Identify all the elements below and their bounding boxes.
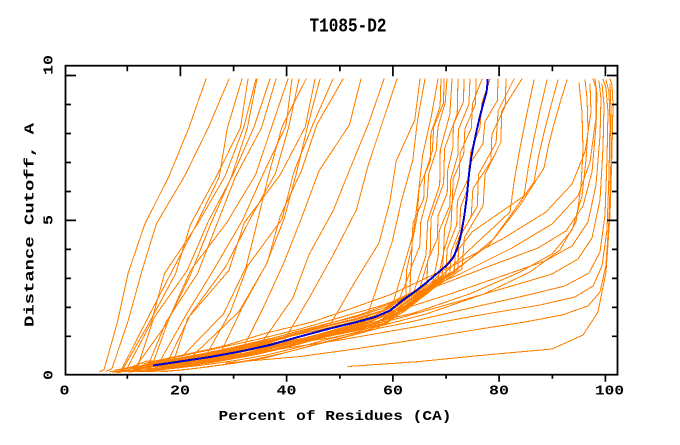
svg-text:80: 80 bbox=[489, 384, 509, 400]
svg-text:0: 0 bbox=[42, 370, 58, 380]
svg-text:10: 10 bbox=[42, 55, 58, 75]
svg-text:0: 0 bbox=[60, 384, 70, 400]
svg-text:100: 100 bbox=[595, 384, 624, 400]
svg-text:T1085-D2: T1085-D2 bbox=[310, 16, 387, 38]
svg-text:60: 60 bbox=[383, 384, 403, 400]
svg-text:40: 40 bbox=[277, 384, 297, 400]
svg-text:5: 5 bbox=[42, 215, 58, 225]
svg-text:20: 20 bbox=[170, 384, 190, 400]
svg-text:Percent of Residues (CA): Percent of Residues (CA) bbox=[219, 409, 452, 425]
svg-text:Distance Cutoff, A: Distance Cutoff, A bbox=[22, 122, 38, 327]
